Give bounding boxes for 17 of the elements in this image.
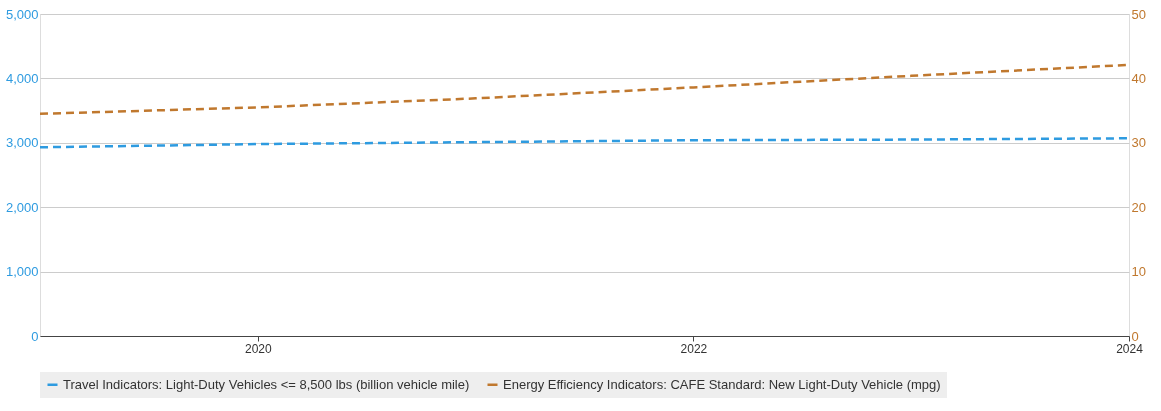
x-tick-label: 2024 <box>1116 341 1144 356</box>
y-tick-label: 3,000 <box>5 135 39 151</box>
y-tick-label: 1,000 <box>5 264 39 280</box>
y-tick-label: 2,000 <box>5 199 39 215</box>
y2-tick-label: 0 <box>1131 328 1139 344</box>
x-tick-label: 2020 <box>244 341 272 356</box>
y-tick-label: 5,000 <box>5 6 39 22</box>
y2-tick-label: 50 <box>1131 6 1146 22</box>
legend-label: Energy Efficiency Indicators: CAFE Standard: New Light-Duty Vehicle (mpg) <box>503 376 941 392</box>
y-tick-label: 0 <box>31 328 39 344</box>
x-tick-label: 2022 <box>680 341 708 356</box>
y2-tick-label: 20 <box>1131 199 1146 215</box>
y2-tick-label: 40 <box>1131 70 1146 86</box>
y2-tick-label: 10 <box>1131 264 1146 280</box>
y2-tick-label: 30 <box>1131 135 1146 151</box>
y-tick-label: 4,000 <box>5 70 39 86</box>
legend-label: Travel Indicators: Light-Duty Vehicles <= 8,500 lbs (billion vehicle mile) <box>63 376 470 392</box>
